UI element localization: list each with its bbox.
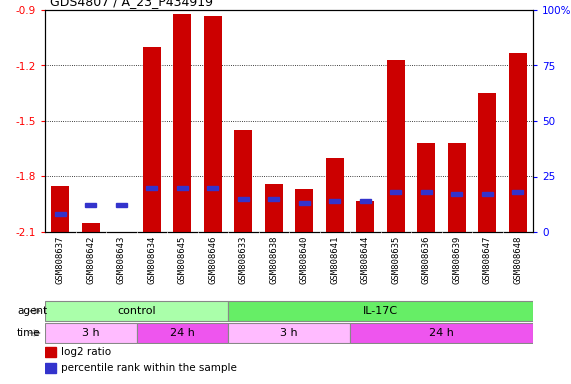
Text: 3 h: 3 h [82,328,99,338]
Bar [482,192,493,196]
Bar [264,184,283,232]
Text: GSM808639: GSM808639 [452,235,461,284]
Bar [452,192,462,196]
Bar [421,190,432,194]
Text: log2 ratio: log2 ratio [61,347,111,357]
Bar [136,323,228,343]
Text: percentile rank within the sample: percentile rank within the sample [61,363,236,373]
Text: GSM808646: GSM808646 [208,235,217,284]
Text: GSM808638: GSM808638 [270,235,278,284]
Bar [143,47,161,232]
Bar [360,199,371,203]
Bar [234,130,252,232]
Bar [45,323,136,343]
Bar [51,186,70,232]
Bar [228,323,350,343]
Text: GSM808643: GSM808643 [116,235,126,284]
Bar [509,53,527,232]
Bar [417,143,436,232]
Bar [228,301,533,321]
Bar [329,199,340,203]
Text: GSM808637: GSM808637 [56,235,65,284]
Text: GSM808642: GSM808642 [86,235,95,284]
Text: control: control [117,306,156,316]
Text: 24 h: 24 h [170,328,195,338]
Bar [173,14,191,232]
Bar [86,203,96,207]
Bar [45,363,56,373]
Text: GSM808635: GSM808635 [391,235,400,284]
Bar [45,301,228,321]
Bar [204,15,222,232]
Bar [295,189,313,232]
Bar [350,323,533,343]
Bar [238,197,248,201]
Text: GDS4807 / A_23_P434919: GDS4807 / A_23_P434919 [50,0,213,8]
Bar [116,203,127,207]
Bar [268,197,279,201]
Text: GSM808645: GSM808645 [178,235,187,284]
Text: 24 h: 24 h [429,328,454,338]
Bar [478,93,496,232]
Text: GSM808634: GSM808634 [147,235,156,284]
Bar [387,60,405,232]
Text: IL-17C: IL-17C [363,306,398,316]
Bar [55,212,66,216]
Bar [448,143,466,232]
Bar [299,201,309,205]
Bar [146,185,157,190]
Text: GSM808633: GSM808633 [239,235,248,284]
Bar [325,158,344,232]
Bar [207,185,218,190]
Bar [391,190,401,194]
Text: 3 h: 3 h [280,328,298,338]
Bar [356,200,375,232]
Bar [177,185,188,190]
Text: GSM808648: GSM808648 [513,235,522,284]
Text: agent: agent [17,306,47,316]
Bar [82,223,100,232]
Text: GSM808644: GSM808644 [361,235,370,284]
Text: GSM808641: GSM808641 [330,235,339,284]
Bar [45,347,56,357]
Bar [512,190,523,194]
Text: GSM808640: GSM808640 [300,235,309,284]
Text: time: time [17,328,41,338]
Text: GSM808647: GSM808647 [482,235,492,284]
Text: GSM808636: GSM808636 [422,235,431,284]
